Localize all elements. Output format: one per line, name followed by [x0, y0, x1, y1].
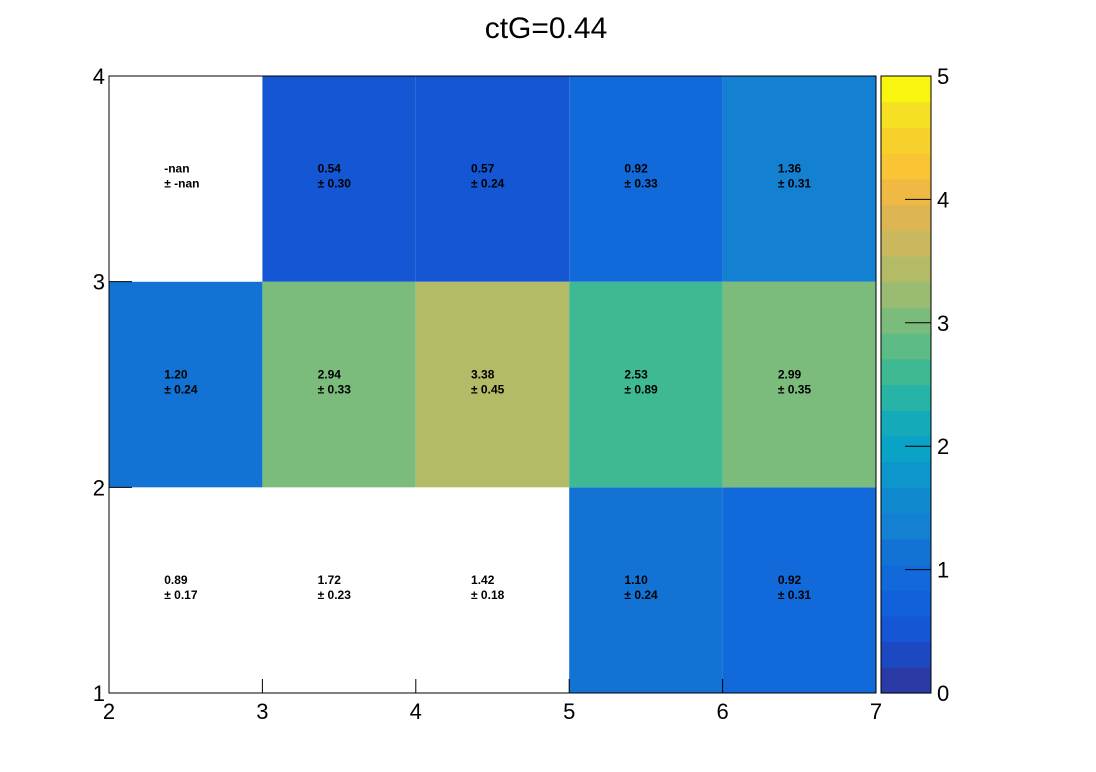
y-tick-label: 1: [93, 681, 105, 706]
x-tick-label: 7: [870, 699, 882, 724]
colorbar-segment: [881, 281, 931, 308]
heatmap-cell: [569, 281, 723, 488]
y-tick-label: 4: [93, 64, 105, 89]
chart-title: ctG=0.44: [485, 12, 608, 45]
heatmap-cell: [569, 76, 723, 282]
cell-error-label: ± 0.24: [164, 382, 198, 396]
cell-value-label: 1.20: [164, 367, 188, 381]
cell-value-label: 0.92: [778, 573, 802, 587]
cell-error-label: ± 0.89: [624, 382, 658, 396]
heatmap-cell: [722, 281, 876, 488]
cell-value-label: 0.92: [624, 162, 648, 176]
cell-value-label: -nan: [164, 162, 189, 176]
colorbar-segment: [881, 667, 931, 694]
colorbar-segment: [881, 615, 931, 643]
heatmap-cell: [262, 281, 416, 488]
cell-value-label: 2.94: [318, 367, 342, 381]
cell-error-label: ± 0.33: [624, 177, 658, 191]
y-tick-label: 2: [93, 475, 105, 500]
x-tick-label: 4: [410, 699, 422, 724]
y-axis: 1 2 3 4: [93, 64, 132, 706]
colorbar-segment: [881, 564, 931, 591]
cell-error-label: ± 0.30: [318, 177, 352, 191]
heatmap-cell: [415, 281, 570, 488]
x-tick-label: 5: [563, 699, 575, 724]
colorbar-segment: [881, 487, 931, 514]
heatmap-cell: [722, 487, 876, 693]
y-tick-label: 3: [93, 270, 105, 295]
x-tick-label: 3: [256, 699, 268, 724]
cell-value-label: 1.42: [471, 573, 495, 587]
cell-error-label: ± 0.23: [318, 588, 352, 602]
colorbar-segment: [881, 513, 931, 540]
x-tick-label: 2: [103, 699, 115, 724]
cell-error-label: ± 0.24: [624, 588, 658, 602]
colorbar-segment: [881, 230, 931, 257]
cell-error-label: ± 0.45: [471, 382, 505, 396]
heatmap-cells: [109, 76, 876, 693]
heatmap-cell: [109, 76, 263, 282]
plot-frame: [108, 75, 877, 694]
heatmap-cell: [569, 487, 723, 693]
cell-error-label: ± 0.18: [471, 588, 505, 602]
heatmap-cell: [109, 487, 263, 693]
colorbar-segment: [881, 590, 931, 617]
colorbar-segment: [881, 178, 931, 206]
colorbar-tick-label: 3: [937, 311, 949, 336]
colorbar-segment: [881, 461, 931, 488]
colorbar-segment: [881, 255, 931, 283]
colorbar-segment: [881, 435, 931, 463]
colorbar-segment: [881, 641, 931, 668]
heatmap-cell: [109, 281, 263, 488]
colorbar-segment: [881, 101, 931, 129]
x-axis: 2 3 4 5 6 7: [103, 679, 882, 724]
colorbar-segment: [881, 127, 931, 154]
cell-error-label: ± -nan: [164, 177, 199, 191]
colorbar-segment: [881, 384, 931, 411]
cell-value-label: 1.10: [624, 573, 648, 587]
cell-value-label: 2.53: [624, 367, 648, 381]
colorbar-segment: [881, 333, 931, 360]
x-tick-label: 6: [716, 699, 728, 724]
cell-error-label: ± 0.31: [778, 177, 812, 191]
cell-error-label: ± 0.33: [318, 382, 352, 396]
cell-value-label: 1.72: [318, 573, 342, 587]
heatmap-cell: [722, 76, 876, 282]
colorbar-segment: [881, 358, 931, 386]
colorbar-tick-label: 2: [937, 434, 949, 459]
cell-error-label: ± 0.31: [778, 588, 812, 602]
colorbar-tick-label: 5: [937, 64, 949, 89]
colorbar: 0 1 2 3 4 5: [880, 64, 949, 706]
cell-error-label: ± 0.17: [164, 588, 198, 602]
heatmap-cell: [262, 76, 416, 282]
colorbar-segment: [881, 410, 931, 437]
colorbar-tick-label: 4: [937, 187, 949, 212]
cell-error-label: ± 0.24: [471, 177, 505, 191]
cell-value-label: 3.38: [471, 367, 495, 381]
cell-error-label: ± 0.35: [778, 382, 812, 396]
colorbar-segment: [881, 153, 931, 180]
heatmap-cell: [415, 76, 570, 282]
colorbar-segment: [881, 307, 931, 334]
colorbar-segment: [881, 538, 931, 566]
heatmap-cell: [262, 487, 416, 693]
cell-value-label: 0.54: [318, 162, 342, 176]
colorbar-tick-label: 1: [937, 558, 949, 583]
cell-value-label: 2.99: [778, 367, 802, 381]
cell-value-label: 1.36: [778, 162, 802, 176]
colorbar-segment: [881, 204, 931, 231]
colorbar-segment: [881, 76, 931, 103]
cell-value-label: 0.89: [164, 573, 188, 587]
heatmap-cell-labels: 0.89± 0.171.72± 0.231.42± 0.181.10± 0.24…: [164, 162, 811, 602]
colorbar-tick-label: 0: [937, 681, 949, 706]
heatmap-cell: [415, 487, 570, 693]
cell-value-label: 0.57: [471, 162, 495, 176]
